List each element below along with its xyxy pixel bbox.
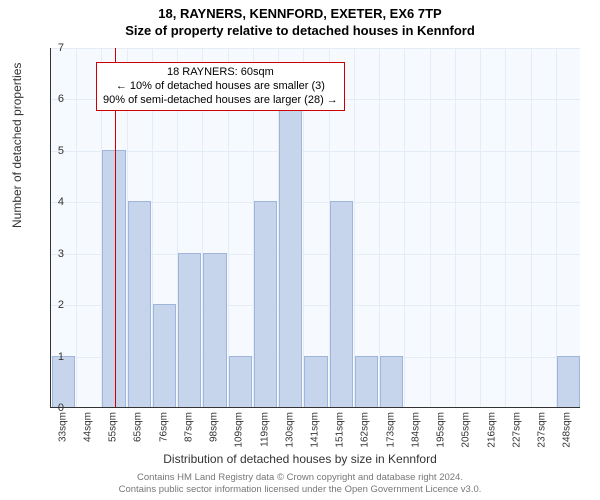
- x-tick-label: 141sqm: [310, 412, 321, 448]
- x-axis-title: Distribution of detached houses by size …: [0, 452, 600, 466]
- x-tick-label: 44sqm: [82, 412, 93, 442]
- histogram-bar: [304, 356, 327, 407]
- chart-title-line2: Size of property relative to detached ho…: [0, 23, 600, 38]
- footer-line1: Contains HM Land Registry data © Crown c…: [0, 472, 600, 484]
- y-tick-label: 7: [58, 42, 64, 54]
- gridline-v: [354, 48, 355, 407]
- x-tick-label: 162sqm: [360, 412, 371, 448]
- gridline-h: [51, 151, 580, 152]
- x-tick-label: 173sqm: [385, 412, 396, 448]
- chart-area: 18 RAYNERS: 60sqm← 10% of detached house…: [50, 48, 580, 408]
- legend-line: 90% of semi-detached houses are larger (…: [103, 94, 338, 108]
- x-tick-label: 237sqm: [537, 412, 548, 448]
- histogram-bar: [153, 304, 176, 407]
- x-tick-label: 76sqm: [158, 412, 169, 442]
- histogram-bar: [279, 98, 302, 407]
- chart-title-line1: 18, RAYNERS, KENNFORD, EXETER, EX6 7TP: [0, 6, 600, 21]
- histogram-bar: [229, 356, 252, 407]
- x-tick-label: 87sqm: [183, 412, 194, 442]
- gridline-v: [505, 48, 506, 407]
- y-tick-label: 6: [58, 93, 64, 105]
- x-tick-label: 227sqm: [511, 412, 522, 448]
- footer-line2: Contains public sector information licen…: [0, 484, 600, 496]
- histogram-bar: [102, 150, 125, 407]
- histogram-bar: [557, 356, 580, 407]
- y-tick-label: 3: [58, 248, 64, 260]
- y-tick-label: 5: [58, 145, 64, 157]
- legend-line: ← 10% of detached houses are smaller (3): [103, 80, 338, 94]
- legend-line: 18 RAYNERS: 60sqm: [103, 66, 338, 80]
- x-tick-label: 109sqm: [234, 412, 245, 448]
- x-tick-label: 33sqm: [57, 412, 68, 442]
- x-tick-label: 184sqm: [410, 412, 421, 448]
- gridline-v: [531, 48, 532, 407]
- histogram-bar: [128, 201, 151, 407]
- histogram-bar: [203, 253, 226, 407]
- gridline-v: [430, 48, 431, 407]
- x-tick-label: 98sqm: [209, 412, 220, 442]
- y-tick-label: 2: [58, 299, 64, 311]
- histogram-bar: [52, 356, 75, 407]
- gridline-h: [51, 48, 580, 49]
- histogram-bar: [330, 201, 353, 407]
- x-tick-label: 151sqm: [335, 412, 346, 448]
- x-tick-label: 216sqm: [486, 412, 497, 448]
- histogram-bar: [178, 253, 201, 407]
- x-tick-label: 248sqm: [562, 412, 573, 448]
- plot-area: 18 RAYNERS: 60sqm← 10% of detached house…: [50, 48, 580, 408]
- y-tick-label: 4: [58, 196, 64, 208]
- legend-box: 18 RAYNERS: 60sqm← 10% of detached house…: [96, 62, 345, 111]
- x-tick-label: 55sqm: [108, 412, 119, 442]
- footer-attribution: Contains HM Land Registry data © Crown c…: [0, 472, 600, 496]
- gridline-v: [404, 48, 405, 407]
- y-tick-label: 1: [58, 351, 64, 363]
- x-tick-label: 65sqm: [133, 412, 144, 442]
- histogram-bar: [380, 356, 403, 407]
- y-axis-title: Number of detached properties: [10, 63, 24, 228]
- x-tick-label: 205sqm: [461, 412, 472, 448]
- x-tick-label: 195sqm: [436, 412, 447, 448]
- gridline-v: [76, 48, 77, 407]
- histogram-bar: [355, 356, 378, 407]
- x-tick-label: 119sqm: [259, 412, 270, 447]
- histogram-bar: [254, 201, 277, 407]
- x-tick-label: 130sqm: [284, 412, 295, 448]
- gridline-v: [379, 48, 380, 407]
- gridline-v: [455, 48, 456, 407]
- gridline-v: [480, 48, 481, 407]
- gridline-v: [556, 48, 557, 407]
